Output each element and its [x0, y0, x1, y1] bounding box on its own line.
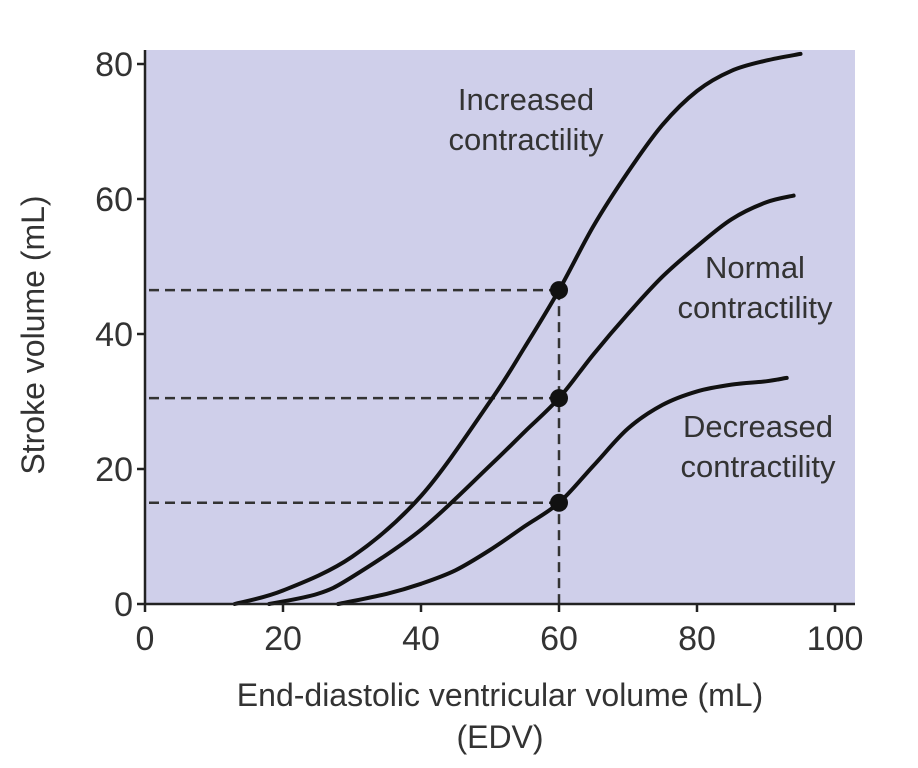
x-tick-label-80: 80: [678, 620, 716, 658]
x-axis-subtitle: (EDV): [456, 719, 543, 755]
x-tick-label-40: 40: [402, 620, 440, 658]
axes: [143, 50, 855, 606]
point-decreased-contractility: [550, 493, 568, 512]
point-normal-contractility: [550, 389, 568, 408]
label-increased-contractility-line-1: Increased: [458, 82, 594, 117]
y-tick-label-0: 0: [114, 586, 133, 624]
y-tick-label-60: 60: [95, 181, 133, 219]
x-tick-label-0: 0: [136, 620, 155, 658]
reference-points: [550, 281, 568, 512]
x-axis-title: End-diastolic ventricular volume (mL): [237, 677, 763, 713]
point-increased-contractility: [550, 281, 568, 300]
y-tick-label-40: 40: [95, 316, 133, 354]
y-tick-label-20: 20: [95, 451, 133, 489]
label-decreased-contractility-line-1: Decreased: [683, 409, 833, 444]
x-tick-label-100: 100: [807, 620, 864, 658]
x-tick-label-60: 60: [540, 620, 578, 658]
curve-decreased-contractility: [336, 375, 789, 606]
label-normal-contractility-line-2: contractility: [677, 290, 833, 325]
label-decreased-contractility-line-2: contractility: [680, 449, 836, 484]
curve-normal-contractility: [267, 193, 796, 606]
curve-labels: Increased contractility Normal contractilit…: [448, 82, 836, 484]
axis-ticks: 0 20 40 60 80 0 20 40 60 80 100: [95, 46, 863, 658]
y-tick-label-80: 80: [95, 46, 133, 84]
label-increased-contractility-line-2: contractility: [448, 122, 604, 157]
y-axis-title: Stroke volume (mL): [15, 195, 51, 474]
plot-background: [145, 50, 855, 604]
label-normal-contractility-line-1: Normal: [705, 250, 805, 285]
x-tick-label-20: 20: [264, 620, 302, 658]
